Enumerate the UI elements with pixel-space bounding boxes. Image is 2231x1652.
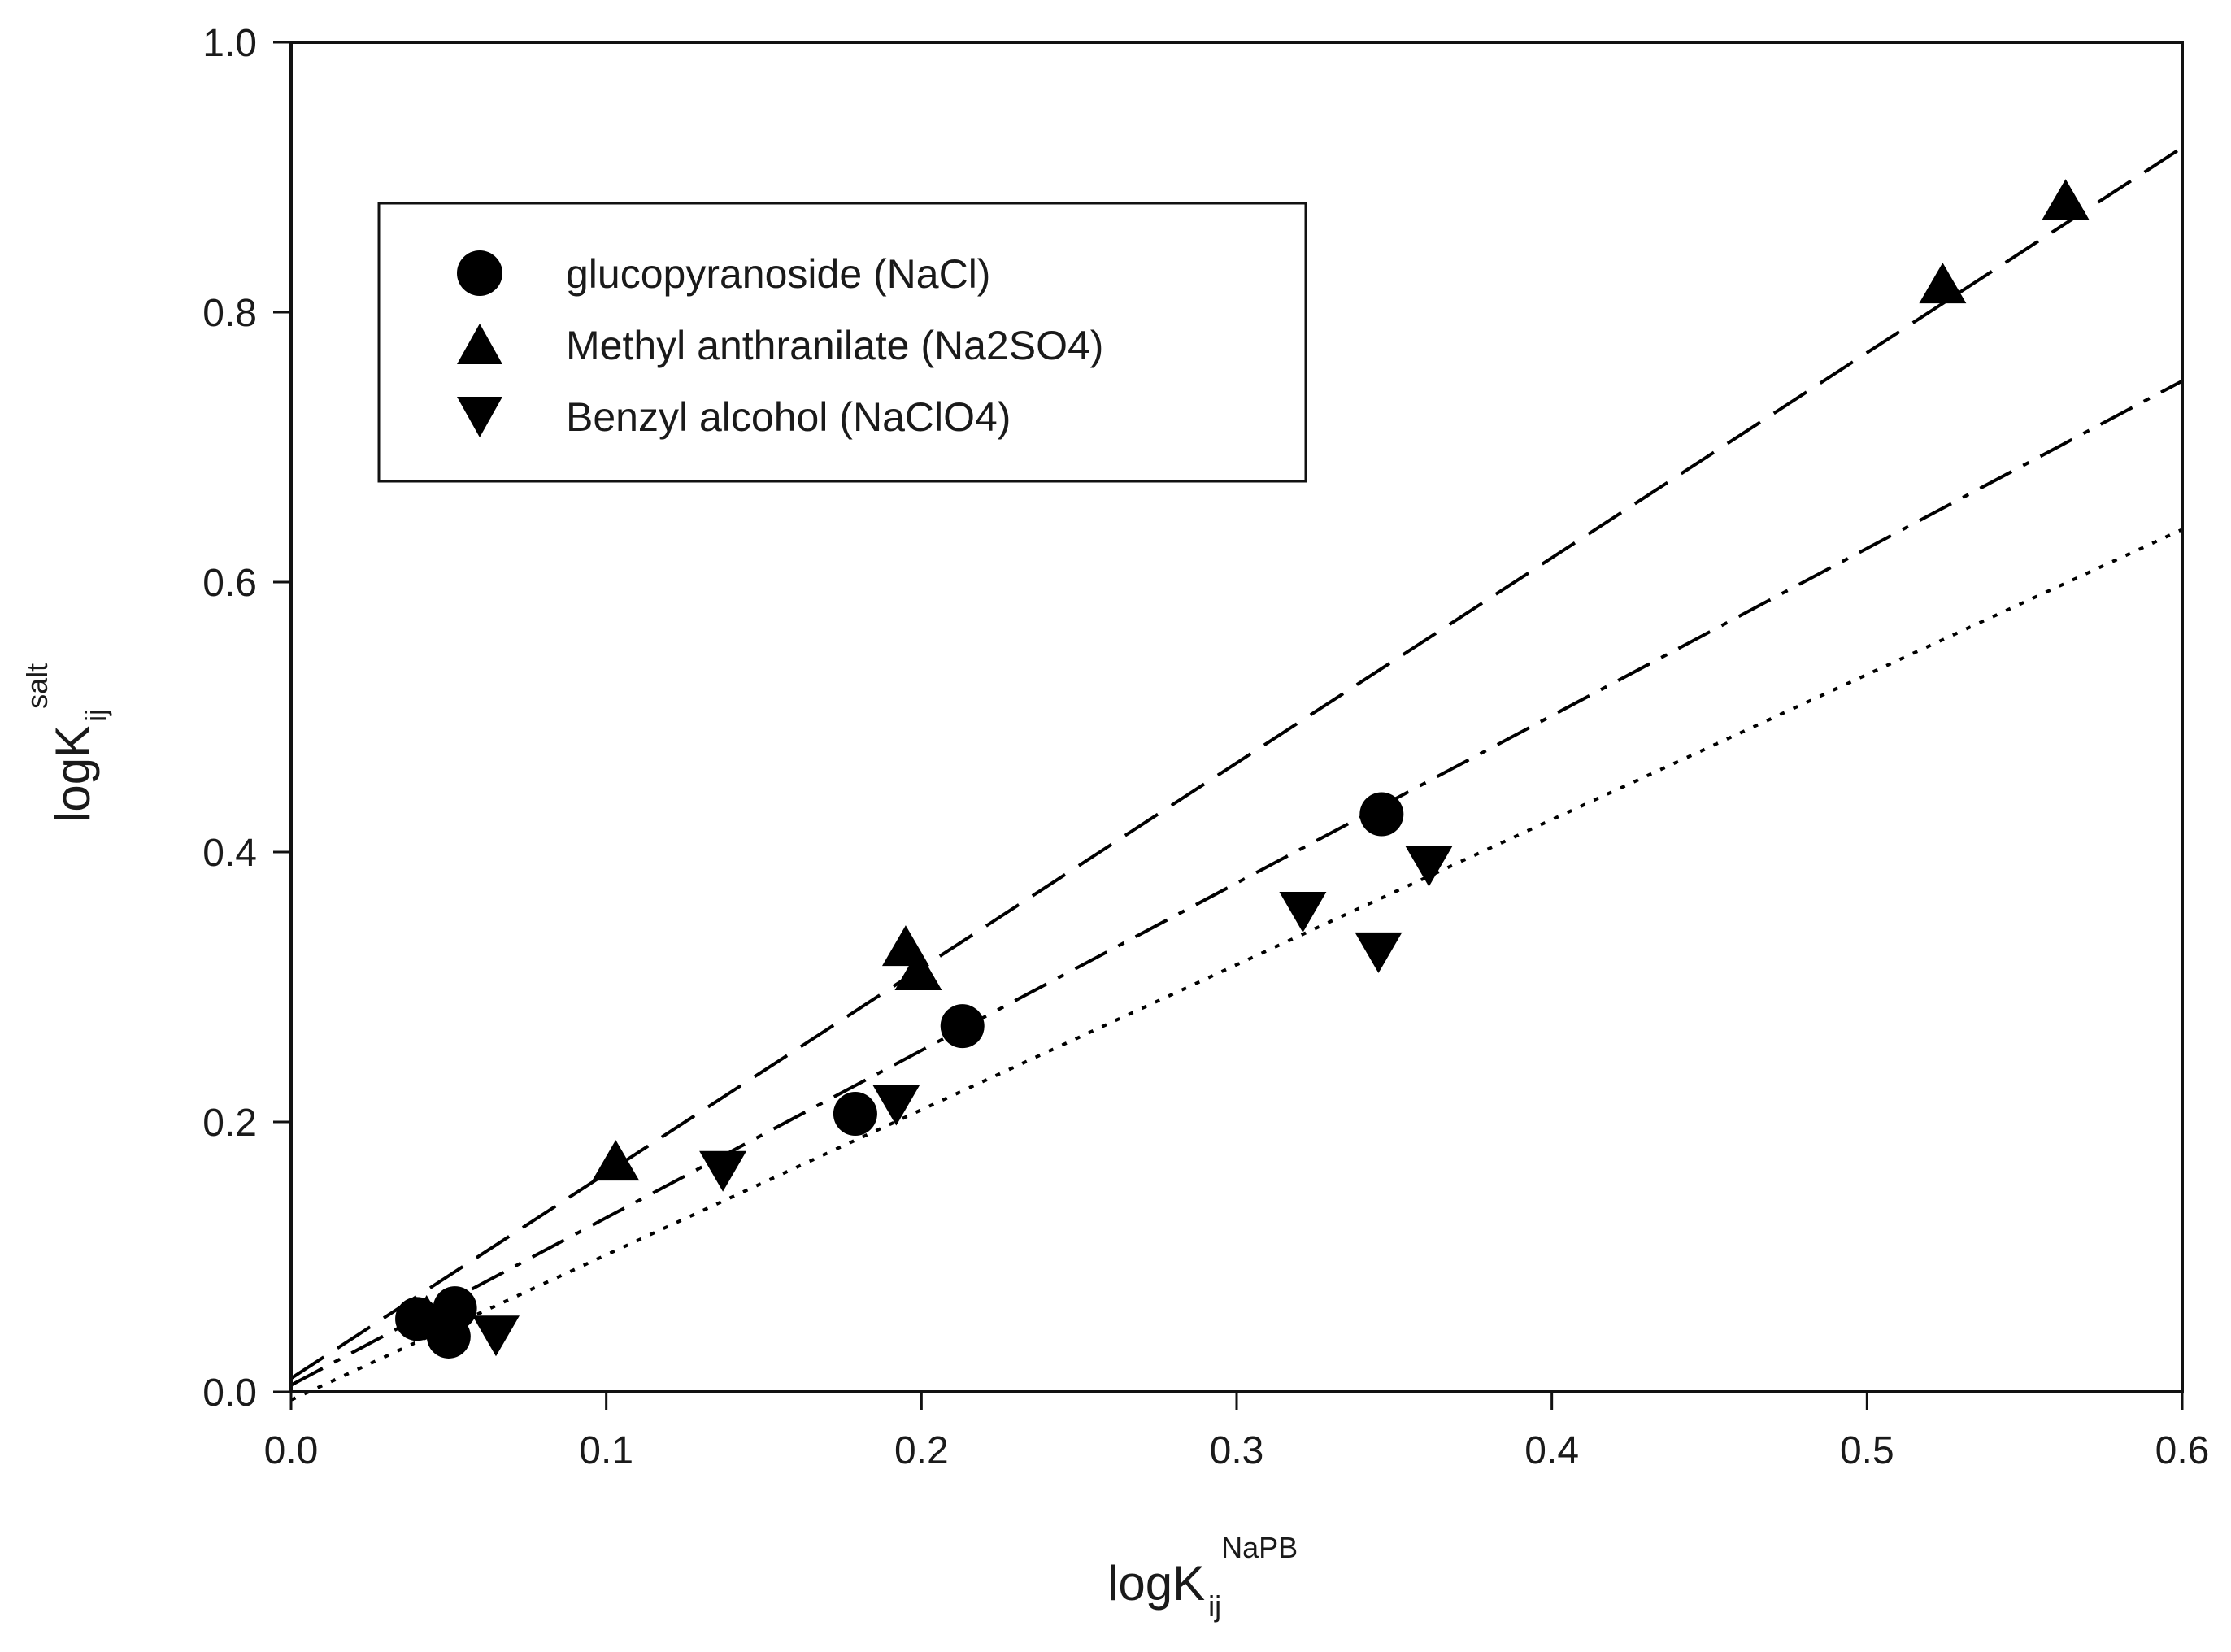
x-axis-title-sup: NaPB: [1221, 1531, 1298, 1564]
x-tick-label: 0.5: [1840, 1429, 1894, 1472]
legend-label-methyl-anthranilate: Methyl anthranilate (Na2SO4): [566, 323, 1103, 368]
legend-box: [377, 202, 1307, 483]
point-0-4: [940, 1004, 985, 1049]
point-2-1: [699, 1150, 747, 1192]
legend-label-glucopyranoside: glucopyranoside (NaCl): [566, 251, 990, 297]
point-2-5: [1405, 846, 1453, 887]
legend: glucopyranoside (NaCl) Methyl anthranila…: [377, 202, 1307, 483]
y-tick-label: 0.4: [202, 832, 257, 875]
point-1-5: [2042, 179, 2090, 220]
x-tick-label: 0.0: [264, 1429, 319, 1472]
x-axis-title-sub: ij: [1208, 1589, 1221, 1623]
point-2-0: [472, 1315, 520, 1357]
x-axis-title-base: logK: [1107, 1556, 1205, 1611]
x-tick-label: 0.2: [894, 1429, 949, 1472]
point-1-0: [402, 1295, 450, 1337]
point-2-4: [1355, 932, 1403, 973]
y-tick-label: 0.6: [202, 562, 257, 605]
x-tick-label: 0.4: [1524, 1429, 1579, 1472]
y-tick-label: 0.8: [202, 292, 257, 335]
fit-line-series-2: [290, 528, 2183, 1402]
y-axis-title-base: logK: [46, 725, 100, 823]
legend-triangle-up-icon: [457, 324, 502, 364]
y-axis-title-sub: ij: [79, 709, 112, 722]
x-axis-title: logK ijNaPB: [1107, 1531, 1298, 1623]
legend-triangle-down-icon: [457, 397, 502, 437]
y-tick-label: 0.0: [202, 1372, 257, 1415]
y-axis: 0.0 0.2 0.4 0.6 0.8 1.0: [202, 22, 291, 1415]
legend-label-benzyl-alcohol: Benzyl alcohol (NaClO4): [566, 394, 1011, 440]
y-tick-label: 1.0: [202, 22, 257, 65]
point-2-2: [872, 1085, 920, 1126]
fit-lines: [289, 146, 2184, 1402]
point-1-1: [592, 1140, 640, 1181]
data-markers: [395, 179, 2090, 1359]
y-tick-label: 0.2: [202, 1102, 257, 1145]
x-tick-label: 0.3: [1210, 1429, 1264, 1472]
point-1-3: [894, 950, 942, 991]
y-axis-title: logK ij salt: [20, 663, 112, 823]
fit-line-series-0: [290, 379, 2183, 1387]
x-axis: 0.0 0.1 0.2 0.3 0.4 0.5 0.6: [264, 1392, 2210, 1472]
x-tick-label: 0.1: [579, 1429, 633, 1472]
point-0-5: [1359, 792, 1404, 837]
x-tick-label: 0.6: [2155, 1429, 2210, 1472]
point-1-4: [1919, 263, 1967, 304]
y-axis-title-sup: salt: [20, 663, 54, 709]
point-0-3: [833, 1092, 877, 1137]
fit-line-series-1: [289, 146, 2184, 1380]
point-2-3: [1279, 892, 1327, 933]
legend-circle-icon: [457, 250, 502, 296]
